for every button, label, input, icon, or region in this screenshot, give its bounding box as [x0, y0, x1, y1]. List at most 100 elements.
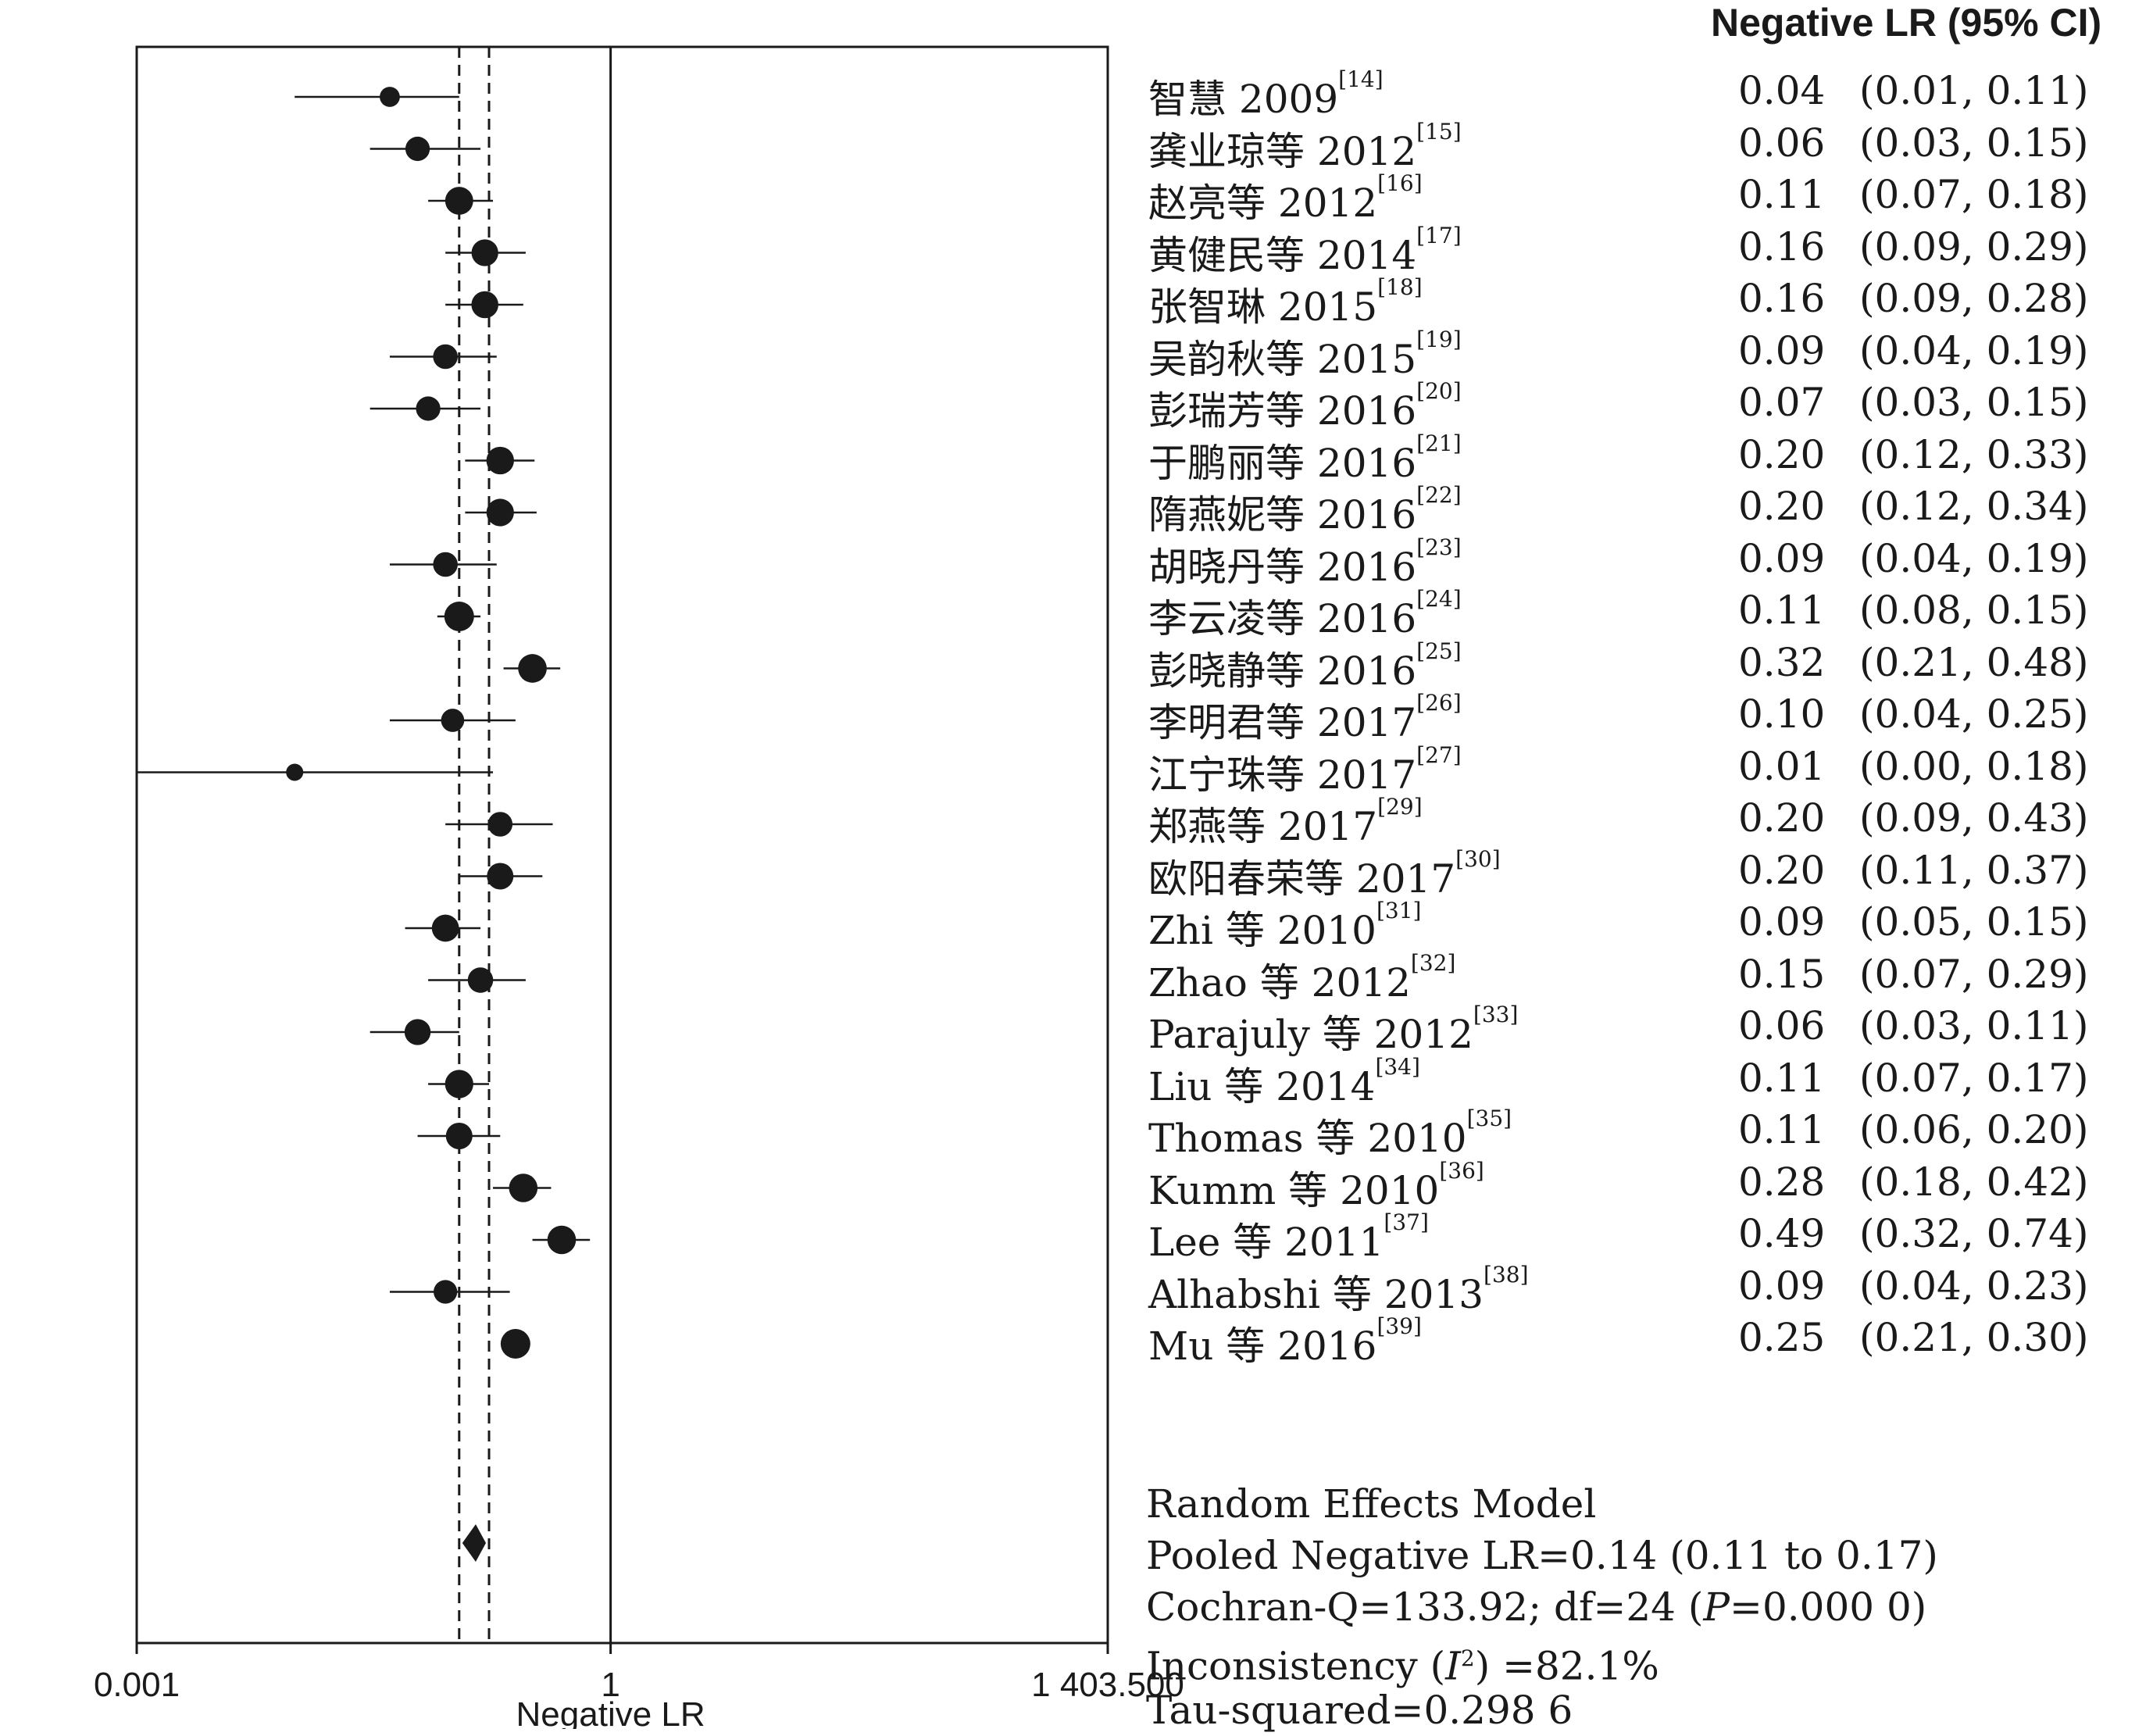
study-name: 黄健民等 2014 [1148, 232, 1417, 278]
study-name: Thomas 等 2010 [1148, 1116, 1467, 1161]
study-ref: [24] [1416, 586, 1462, 612]
study-ci: (0.04, 0.19) [1859, 535, 2089, 581]
study-name: 张智琳 2015 [1148, 284, 1378, 330]
study-name: 欧阳春荣等 2017 [1148, 855, 1456, 902]
column-header: Negative LR (95% CI) [1711, 1, 2102, 45]
study-ref: [39] [1376, 1313, 1422, 1339]
study-ci: (0.18, 0.42) [1859, 1159, 2089, 1205]
study-label: 欧阳春荣等 2017[30] [1148, 846, 1501, 904]
study-ref: [20] [1416, 378, 1462, 404]
study-name: 吴韵秋等 2015 [1148, 336, 1417, 382]
cochran-label: Cochran-Q=133.92; df=24 (P=0.000 0) [1146, 1584, 1927, 1630]
study-estimate: 0.15 [1738, 951, 1826, 997]
study-ci: (0.21, 0.30) [1859, 1315, 2089, 1360]
study-row: 赵亮等 2012[16] 0.11 (0.07, 0.18) [1148, 170, 2088, 226]
study-ref: [36] [1439, 1157, 1484, 1184]
study-point [416, 396, 441, 421]
study-ci: (0.07, 0.29) [1859, 951, 2089, 997]
study-row: Mu 等 2016[39] 0.25 (0.21, 0.30) [1148, 1313, 2089, 1369]
inconsistency-label: Inconsistency (I2) =82.1% [1146, 1643, 1659, 1689]
study-name: Zhi 等 2010 [1148, 908, 1376, 953]
x-tick-label: 0.001 [94, 1666, 180, 1704]
study-point [380, 87, 400, 107]
study-estimate: 0.25 [1738, 1315, 1826, 1360]
study-point [486, 446, 514, 475]
study-row: 龚业琼等 2012[15] 0.06 (0.03, 0.15) [1148, 119, 2088, 174]
study-label: Parajuly 等 2012[33] [1148, 1002, 1519, 1059]
study-label: Zhao 等 2012[32] [1148, 950, 1455, 1008]
study-label: Liu 等 2014[34] [1148, 1054, 1420, 1112]
study-row: Thomas 等 2010[35] 0.11 (0.06, 0.20) [1148, 1106, 2089, 1161]
study-ref: [18] [1377, 274, 1423, 300]
study-ci: (0.03, 0.15) [1859, 380, 2089, 425]
study-ref: [25] [1416, 638, 1462, 664]
study-point [471, 239, 498, 266]
study-label: 李明君等 2017[26] [1148, 690, 1462, 748]
study-name: 郑燕等 2017 [1148, 804, 1378, 849]
study-point [467, 967, 494, 993]
plot-frame [135, 45, 1109, 1645]
study-ci: (0.01, 0.11) [1859, 68, 2089, 113]
study-ci: (0.12, 0.33) [1859, 431, 2089, 477]
study-point [441, 709, 465, 732]
study-label: Lee 等 2011[37] [1148, 1209, 1429, 1267]
study-estimate: 0.09 [1738, 327, 1826, 373]
study-point [487, 812, 513, 837]
study-row: 李明君等 2017[26] 0.10 (0.04, 0.25) [1148, 690, 2089, 745]
study-row: 欧阳春荣等 2017[30] 0.20 (0.11, 0.37) [1148, 846, 2088, 902]
summary-stats: Random Effects Model Pooled Negative LR=… [1146, 1478, 1938, 1736]
study-label: 于鹏丽等 2016[21] [1148, 430, 1462, 488]
study-ci: (0.06, 0.20) [1859, 1107, 2089, 1152]
study-estimate: 0.06 [1738, 120, 1826, 166]
study-row: Alhabshi 等 2013[38] 0.09 (0.04, 0.23) [1148, 1261, 2088, 1317]
study-ci: (0.08, 0.15) [1859, 588, 2089, 633]
study-point [445, 1070, 473, 1098]
study-estimate: 0.11 [1738, 1055, 1826, 1101]
study-point [286, 763, 304, 781]
study-row: 李云凌等 2016[24] 0.11 (0.08, 0.15) [1148, 586, 2089, 641]
study-estimate: 0.07 [1738, 380, 1826, 425]
study-name: Liu 等 2014 [1148, 1063, 1376, 1109]
study-estimate: 0.09 [1738, 535, 1826, 581]
study-label: 张智琳 2015[18] [1148, 274, 1423, 332]
study-point [445, 1122, 473, 1150]
study-label: Mu 等 2016[39] [1148, 1313, 1422, 1371]
x-axis-label: Negative LR [516, 1695, 705, 1729]
study-name: Zhao 等 2012 [1148, 959, 1411, 1006]
study-label: 智慧 2009[14] [1148, 66, 1384, 124]
study-point [487, 863, 514, 890]
study-name: 智慧 2009 [1148, 77, 1339, 122]
study-ci: (0.04, 0.25) [1859, 691, 2089, 737]
study-point [518, 654, 547, 683]
study-row: 黄健民等 2014[17] 0.16 (0.09, 0.29) [1148, 223, 2088, 278]
study-ref: [31] [1376, 898, 1422, 923]
study-ci: (0.32, 0.74) [1859, 1211, 2089, 1256]
study-label: Zhi 等 2010[31] [1148, 898, 1422, 956]
study-name: 李云凌等 2016 [1148, 596, 1417, 641]
pooled-diamond [462, 1524, 487, 1562]
study-estimate: 0.16 [1738, 223, 1826, 270]
study-estimate: 0.04 [1738, 68, 1826, 113]
study-ref: [16] [1377, 170, 1423, 196]
study-ref: [27] [1416, 741, 1462, 768]
study-row: 郑燕等 2017[29] 0.20 (0.09, 0.43) [1148, 794, 2089, 849]
study-ci: (0.09, 0.28) [1859, 276, 2089, 321]
study-estimate: 0.11 [1738, 588, 1826, 633]
study-ref: [21] [1416, 430, 1462, 456]
study-row: 于鹏丽等 2016[21] 0.20 (0.12, 0.33) [1148, 430, 2089, 486]
study-name: 赵亮等 2012 [1148, 180, 1378, 226]
study-estimate: 0.20 [1738, 847, 1826, 893]
study-row: 彭晓静等 2016[25] 0.32 (0.21, 0.48) [1148, 638, 2088, 694]
study-ref: [38] [1484, 1261, 1529, 1288]
study-point [404, 1019, 431, 1045]
study-estimate: 0.10 [1738, 691, 1826, 737]
study-ref: [23] [1416, 534, 1462, 560]
study-estimate: 0.01 [1738, 743, 1826, 789]
study-row: 胡晓丹等 2016[23] 0.09 (0.04, 0.19) [1148, 534, 2089, 590]
study-point [500, 1329, 530, 1359]
study-ci: (0.09, 0.43) [1859, 795, 2089, 841]
study-estimate: 0.49 [1738, 1211, 1826, 1256]
study-label: 彭晓静等 2016[25] [1148, 638, 1462, 696]
model-label: Random Effects Model [1146, 1481, 1597, 1527]
study-ref: [33] [1473, 1002, 1519, 1027]
